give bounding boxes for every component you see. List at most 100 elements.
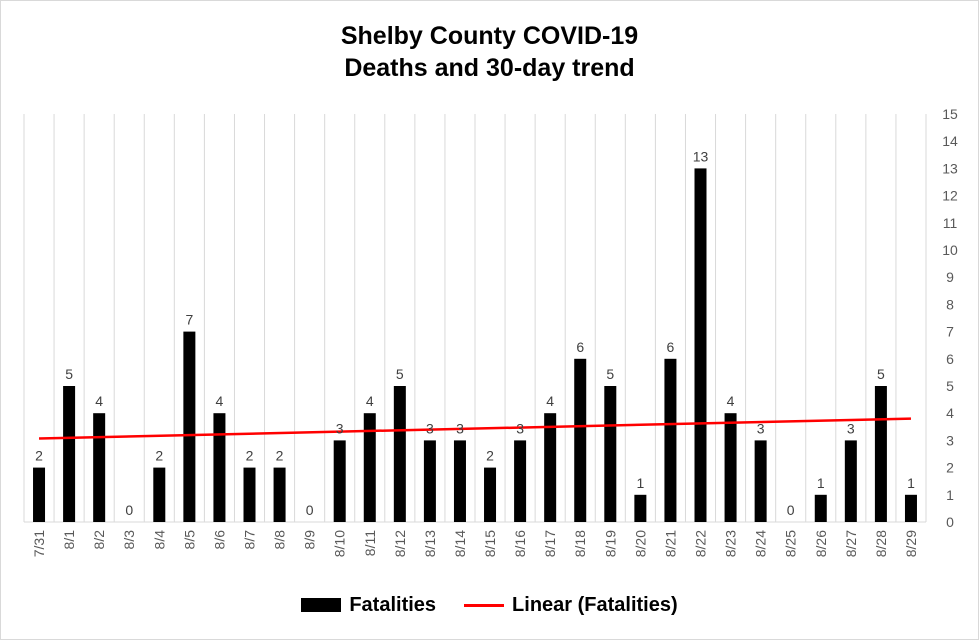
- x-tick-label: 8/5: [181, 530, 197, 550]
- bar-8/1: [63, 386, 76, 522]
- bar-8/20: [634, 494, 647, 522]
- bar-8/12: [393, 386, 406, 522]
- x-tick-label: 8/24: [753, 530, 769, 557]
- x-tick-label: 8/4: [151, 530, 167, 550]
- y-tick-label: 1: [946, 487, 954, 503]
- bar-8/29: [904, 494, 917, 522]
- trendline-series: [39, 417, 911, 440]
- data-label-8/19: 5: [606, 366, 614, 382]
- data-label-8/23: 4: [727, 393, 735, 409]
- bar-8/16: [514, 440, 527, 522]
- data-label-8/21: 6: [667, 339, 675, 355]
- legend-label-fatalities: Fatalities: [349, 593, 437, 616]
- y-tick-label: 13: [942, 160, 958, 176]
- bar-8/10: [333, 440, 346, 522]
- x-tick-label: 8/2: [91, 530, 107, 550]
- bar-8/21: [664, 358, 677, 522]
- bar-8/7: [243, 467, 256, 522]
- x-tick-label: 8/6: [211, 530, 227, 550]
- legend-item-linear: Linear (Fatalities): [464, 594, 678, 617]
- chart-title: Shelby County COVID-19 Deaths and 30-day…: [0, 20, 979, 84]
- bar-8/5: [183, 331, 196, 522]
- x-tick-label: 8/10: [332, 530, 348, 557]
- legend-item-fatalities: Fatalities: [301, 594, 436, 617]
- bar-8/23: [724, 413, 737, 522]
- data-label-8/2: 4: [95, 393, 103, 409]
- x-tick-label: 8/20: [632, 530, 648, 557]
- y-tick-label: 0: [946, 514, 954, 530]
- y-tick-label: 6: [946, 351, 954, 367]
- x-tick-label: 8/27: [843, 530, 859, 557]
- data-label-8/7: 2: [246, 448, 254, 464]
- legend: Fatalities Linear (Fatalities): [0, 590, 979, 620]
- x-tick-label: 8/12: [392, 530, 408, 557]
- bar-8/22: [694, 168, 707, 522]
- data-label-8/4: 2: [155, 448, 163, 464]
- x-tick-label: 8/8: [272, 530, 288, 550]
- legend-swatch-bar: [301, 598, 342, 612]
- x-tick-label: 7/31: [31, 530, 47, 557]
- legend-swatch-line: [464, 603, 505, 607]
- x-axis-ticks: 7/31 8/1 8/2 8/3 8/4 8/5 8/6 8/7 8/8 8/9 8/10 8/11 8…: [31, 530, 919, 557]
- y-tick-label: 2: [946, 460, 954, 476]
- x-tick-label: 8/15: [482, 530, 498, 557]
- bar-8/24: [754, 440, 767, 522]
- bar-8/26: [814, 494, 827, 522]
- data-label-8/5: 7: [185, 312, 193, 328]
- data-label-8/14: 3: [456, 420, 464, 436]
- x-tick-label: 8/25: [783, 530, 799, 557]
- y-tick-label: 7: [946, 324, 954, 340]
- x-tick-label: 8/9: [302, 530, 318, 550]
- data-label-8/10: 3: [336, 420, 344, 436]
- data-label-8/8: 2: [276, 448, 284, 464]
- data-label-8/12: 5: [396, 366, 404, 382]
- x-tick-label: 8/16: [512, 530, 528, 557]
- x-tick-label: 8/28: [873, 530, 889, 557]
- x-tick-label: 8/17: [542, 530, 558, 557]
- data-label-8/9: 0: [306, 502, 314, 518]
- bar-8/14: [453, 440, 466, 522]
- data-label-8/13: 3: [426, 420, 434, 436]
- y-tick-label: 9: [946, 269, 954, 285]
- data-label-8/15: 2: [486, 448, 494, 464]
- y-tick-label: 5: [946, 378, 954, 394]
- data-label-8/20: 1: [636, 475, 644, 491]
- grid-lines: [23, 114, 927, 523]
- bar-8/17: [544, 413, 557, 522]
- x-tick-label: 8/19: [602, 530, 618, 557]
- data-label-8/26: 1: [817, 475, 825, 491]
- bar-8/11: [363, 413, 376, 522]
- data-label-8/25: 0: [787, 502, 795, 518]
- y-tick-label: 15: [942, 106, 958, 122]
- chart-title-line-2: Deaths and 30-day trend: [344, 54, 635, 82]
- bar-8/6: [213, 413, 226, 522]
- y-tick-label: 3: [946, 432, 954, 448]
- bar-7/31: [33, 467, 46, 522]
- x-tick-label: 8/22: [693, 530, 709, 557]
- data-label-8/16: 3: [516, 420, 524, 436]
- bar-8/19: [604, 386, 617, 522]
- y-tick-label: 10: [942, 242, 958, 258]
- y-tick-label: 4: [946, 405, 954, 421]
- data-label-8/17: 4: [546, 393, 554, 409]
- x-tick-label: 8/7: [242, 530, 258, 550]
- data-label-8/1: 5: [65, 366, 73, 382]
- trendline-linear-fatalities: [39, 417, 911, 440]
- bar-8/2: [93, 413, 106, 522]
- y-tick-label: 14: [942, 133, 958, 149]
- data-label-8/18: 6: [576, 339, 584, 355]
- data-label-8/28: 5: [877, 366, 885, 382]
- data-label-8/27: 3: [847, 420, 855, 436]
- legend-label-linear: Linear (Fatalities): [512, 593, 678, 616]
- x-tick-label: 8/11: [362, 530, 378, 556]
- bar-8/4: [153, 467, 166, 522]
- y-tick-label: 8: [946, 296, 954, 312]
- x-tick-label: 8/29: [903, 530, 919, 557]
- y-tick-label: 11: [943, 215, 958, 231]
- x-tick-label: 8/13: [422, 530, 438, 557]
- data-label-8/24: 3: [757, 420, 765, 436]
- data-label-8/11: 4: [366, 393, 374, 409]
